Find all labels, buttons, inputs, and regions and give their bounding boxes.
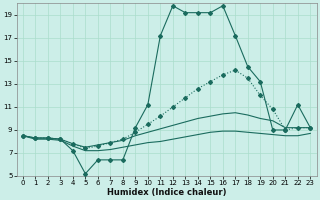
X-axis label: Humidex (Indice chaleur): Humidex (Indice chaleur): [107, 188, 226, 197]
